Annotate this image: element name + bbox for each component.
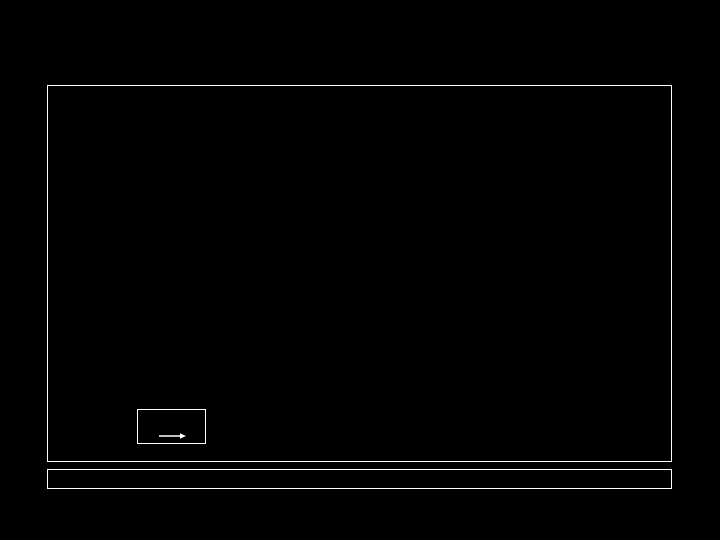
colorbar [47, 469, 672, 489]
right-arrow-icon [158, 433, 186, 439]
current-speed-field [48, 86, 671, 461]
reference-vector-box [137, 409, 206, 444]
map-canvas [48, 86, 671, 461]
map-plot-area[interactable] [47, 85, 672, 462]
